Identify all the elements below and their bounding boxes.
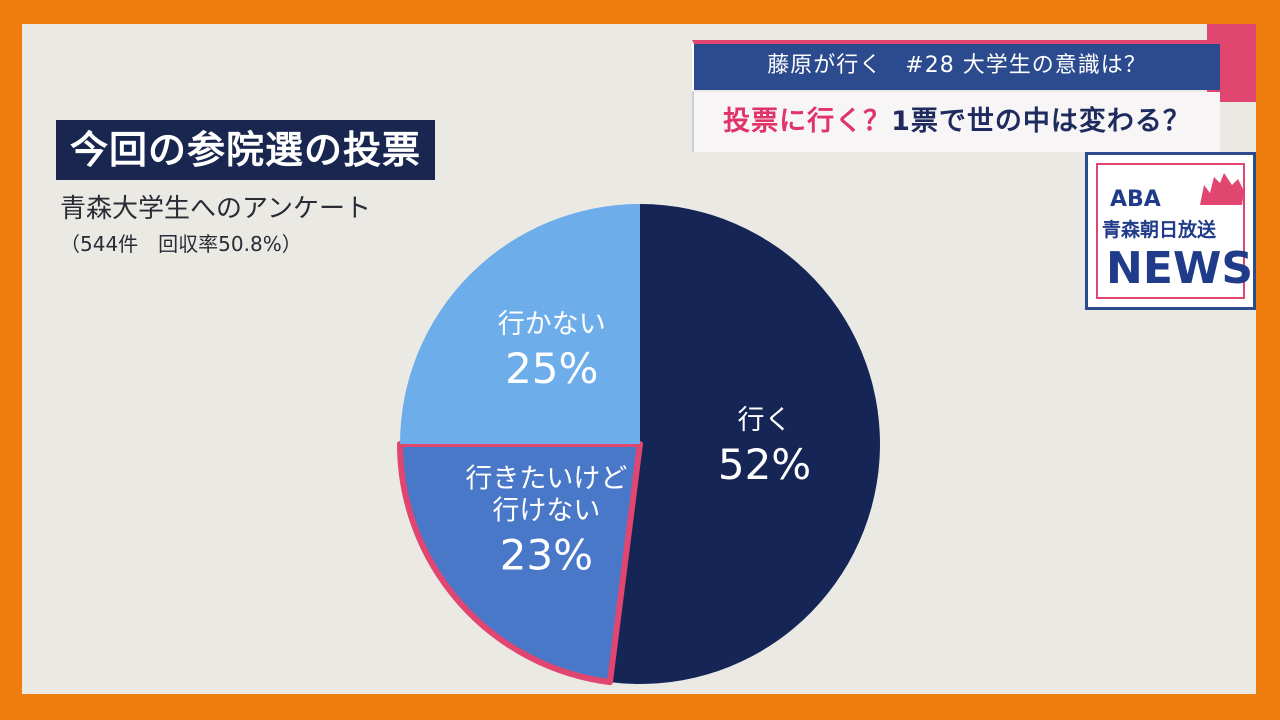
survey-subtitle: 青森大学生へのアンケート [60,194,371,224]
pie-percent-0: 52% [718,440,811,489]
pie-percent-1: 23% [500,531,593,580]
frame: 今回の参院選の投票 青森大学生へのアンケート （544件 回収率50.8%） 行… [22,24,1256,694]
pie-slice-0 [609,204,880,684]
pie-label-0-line-0: 行く [738,405,792,436]
pie-label-2-line-0: 行かない [498,309,606,340]
caption-line1: 藤原が行く #28 大学生の意識は？ [692,40,1220,90]
logo-station: 青森朝日放送 [1102,219,1217,241]
caption-question: 投票に行く？ [723,106,892,137]
pie-slice-1 [397,441,643,686]
survey-note: （544件 回収率50.8%） [60,232,302,256]
pie-slice-2 [400,204,640,444]
pie-label-1-line-0: 行きたいけど [465,464,627,495]
pie-percent-2: 25% [505,344,598,393]
aba-news-logo: ABA 青森朝日放送 NEWS [1085,152,1256,310]
chart-title: 今回の参院選の投票 [56,120,436,180]
caption-line2: 投票に行く？1票で世の中は変わる？ [692,92,1220,152]
caption-box: 藤原が行く #28 大学生の意識は？ 投票に行く？1票で世の中は変わる？ [692,40,1222,154]
caption-question-rest: 1票で世の中は変わる？ [891,106,1191,137]
logo-news: NEWS [1106,243,1254,294]
logo-border: ABA 青森朝日放送 NEWS [1096,163,1253,299]
pie-label-1-line-1: 行けない [492,496,600,527]
logo-abbr: ABA [1110,187,1161,212]
aomori-map-icon [1200,173,1244,205]
